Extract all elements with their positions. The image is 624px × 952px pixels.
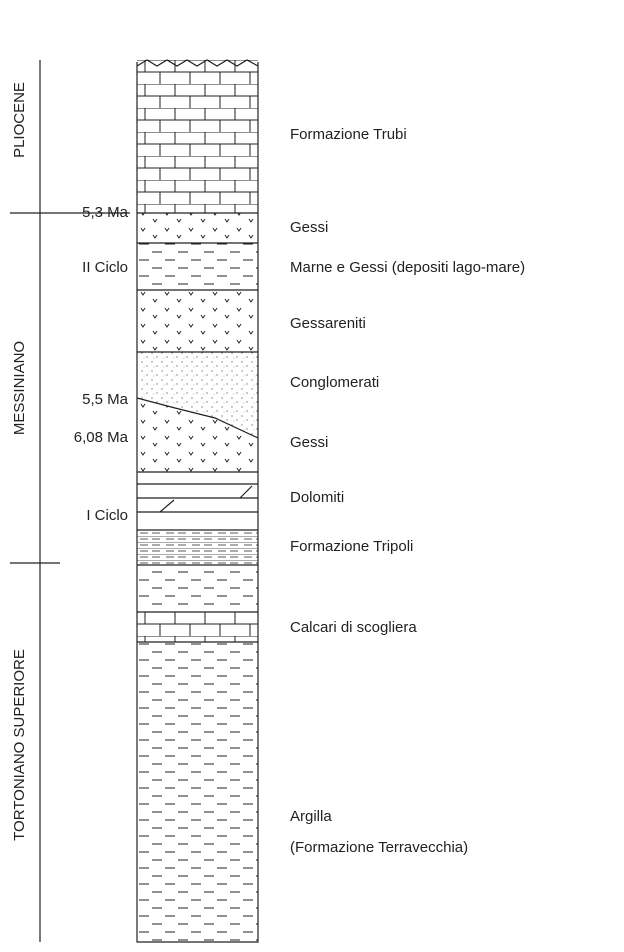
layer-label: Calcari di scogliera: [290, 619, 417, 636]
age-marker: 6,08 Ma: [74, 429, 129, 446]
age-marker: II Ciclo: [82, 259, 128, 276]
layer-label: Argilla: [290, 808, 332, 825]
layer-label: Gessi: [290, 434, 328, 451]
layer-label: Formazione Tripoli: [290, 538, 413, 555]
layer-label: Dolomiti: [290, 489, 344, 506]
layer-label: Formazione Trubi: [290, 126, 407, 143]
stage-label: TORTONIANO SUPERIORE: [11, 649, 28, 841]
layer-label: Marne e Gessi (depositi lago-mare): [290, 259, 525, 276]
age-marker: 5,5 Ma: [82, 391, 129, 408]
stage-label: PLIOCENE: [11, 82, 28, 158]
column: [10, 59, 259, 943]
layer-label: Gessi: [290, 219, 328, 236]
layer-label: Conglomerati: [290, 374, 379, 391]
stage-label: MESSINIANO: [11, 341, 28, 435]
layer-label: (Formazione Terravecchia): [290, 839, 468, 856]
layer-label: Gessareniti: [290, 315, 366, 332]
age-marker: I Ciclo: [86, 507, 128, 524]
age-marker: 5,3 Ma: [82, 204, 129, 221]
labels: PLIOCENE MESSINIANO TORTONIANO SUPERIORE 5,…: [11, 82, 525, 856]
